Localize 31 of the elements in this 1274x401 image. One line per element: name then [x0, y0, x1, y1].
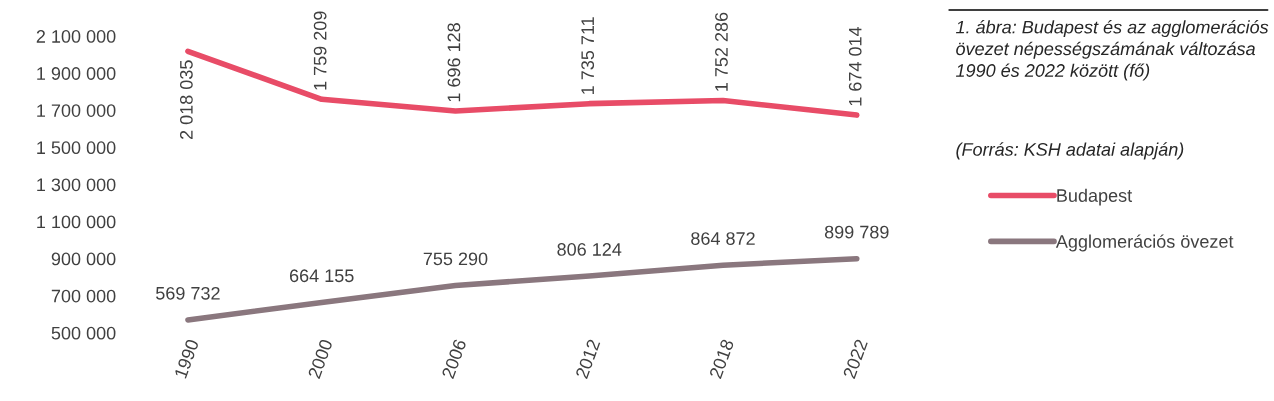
- data-label: 1 696 128: [447, 23, 461, 102]
- x-tick-label: 2018: [708, 338, 735, 380]
- x-tick-label: 2000: [307, 338, 333, 380]
- x-tick-label: 2006: [441, 338, 467, 380]
- data-label: 664 155: [289, 269, 354, 283]
- data-label: 1 735 711: [581, 17, 595, 94]
- data-label: 755 290: [423, 252, 488, 266]
- y-tick-label: 700 000: [51, 289, 116, 303]
- data-label: 1 674 014: [848, 26, 862, 106]
- y-tick-label: 1 900 000: [37, 67, 116, 80]
- text: 1. ábra: Budapest és az agglomerációs övezet népességszámának változása 1990 és 2022 között (fő): [955, 20, 1269, 81]
- data-label: 899 789: [824, 225, 889, 239]
- data-label: 1 759 209: [313, 11, 327, 90]
- legend-label: Agglomerációs övezet: [1055, 234, 1234, 252]
- y-tick-label: 2 100 000: [36, 30, 116, 43]
- data-label: 864 872: [691, 232, 755, 245]
- data-label: 1 752 286: [715, 12, 728, 91]
- data-label: 2 018 035: [179, 60, 193, 140]
- x-tick-label: 2012: [575, 338, 601, 380]
- legend-label: Budapest: [1057, 188, 1133, 206]
- x-tick-label: 1990: [174, 338, 200, 379]
- x-tick-label: 2022: [842, 338, 868, 380]
- y-tick-label: 900 000: [51, 252, 116, 266]
- y-tick-label: 1 300 000: [37, 178, 116, 192]
- y-tick-label: 500 000: [51, 326, 116, 340]
- text: (Forrás: KSH adatai alapján): [956, 142, 1184, 160]
- data-label: 806 124: [557, 243, 622, 256]
- y-tick-label: 1 100 000: [37, 215, 116, 229]
- y-tick-label: 1 700 000: [37, 104, 116, 117]
- data-label: 569 732: [156, 286, 220, 300]
- y-tick-label: 1 500 000: [37, 141, 116, 155]
